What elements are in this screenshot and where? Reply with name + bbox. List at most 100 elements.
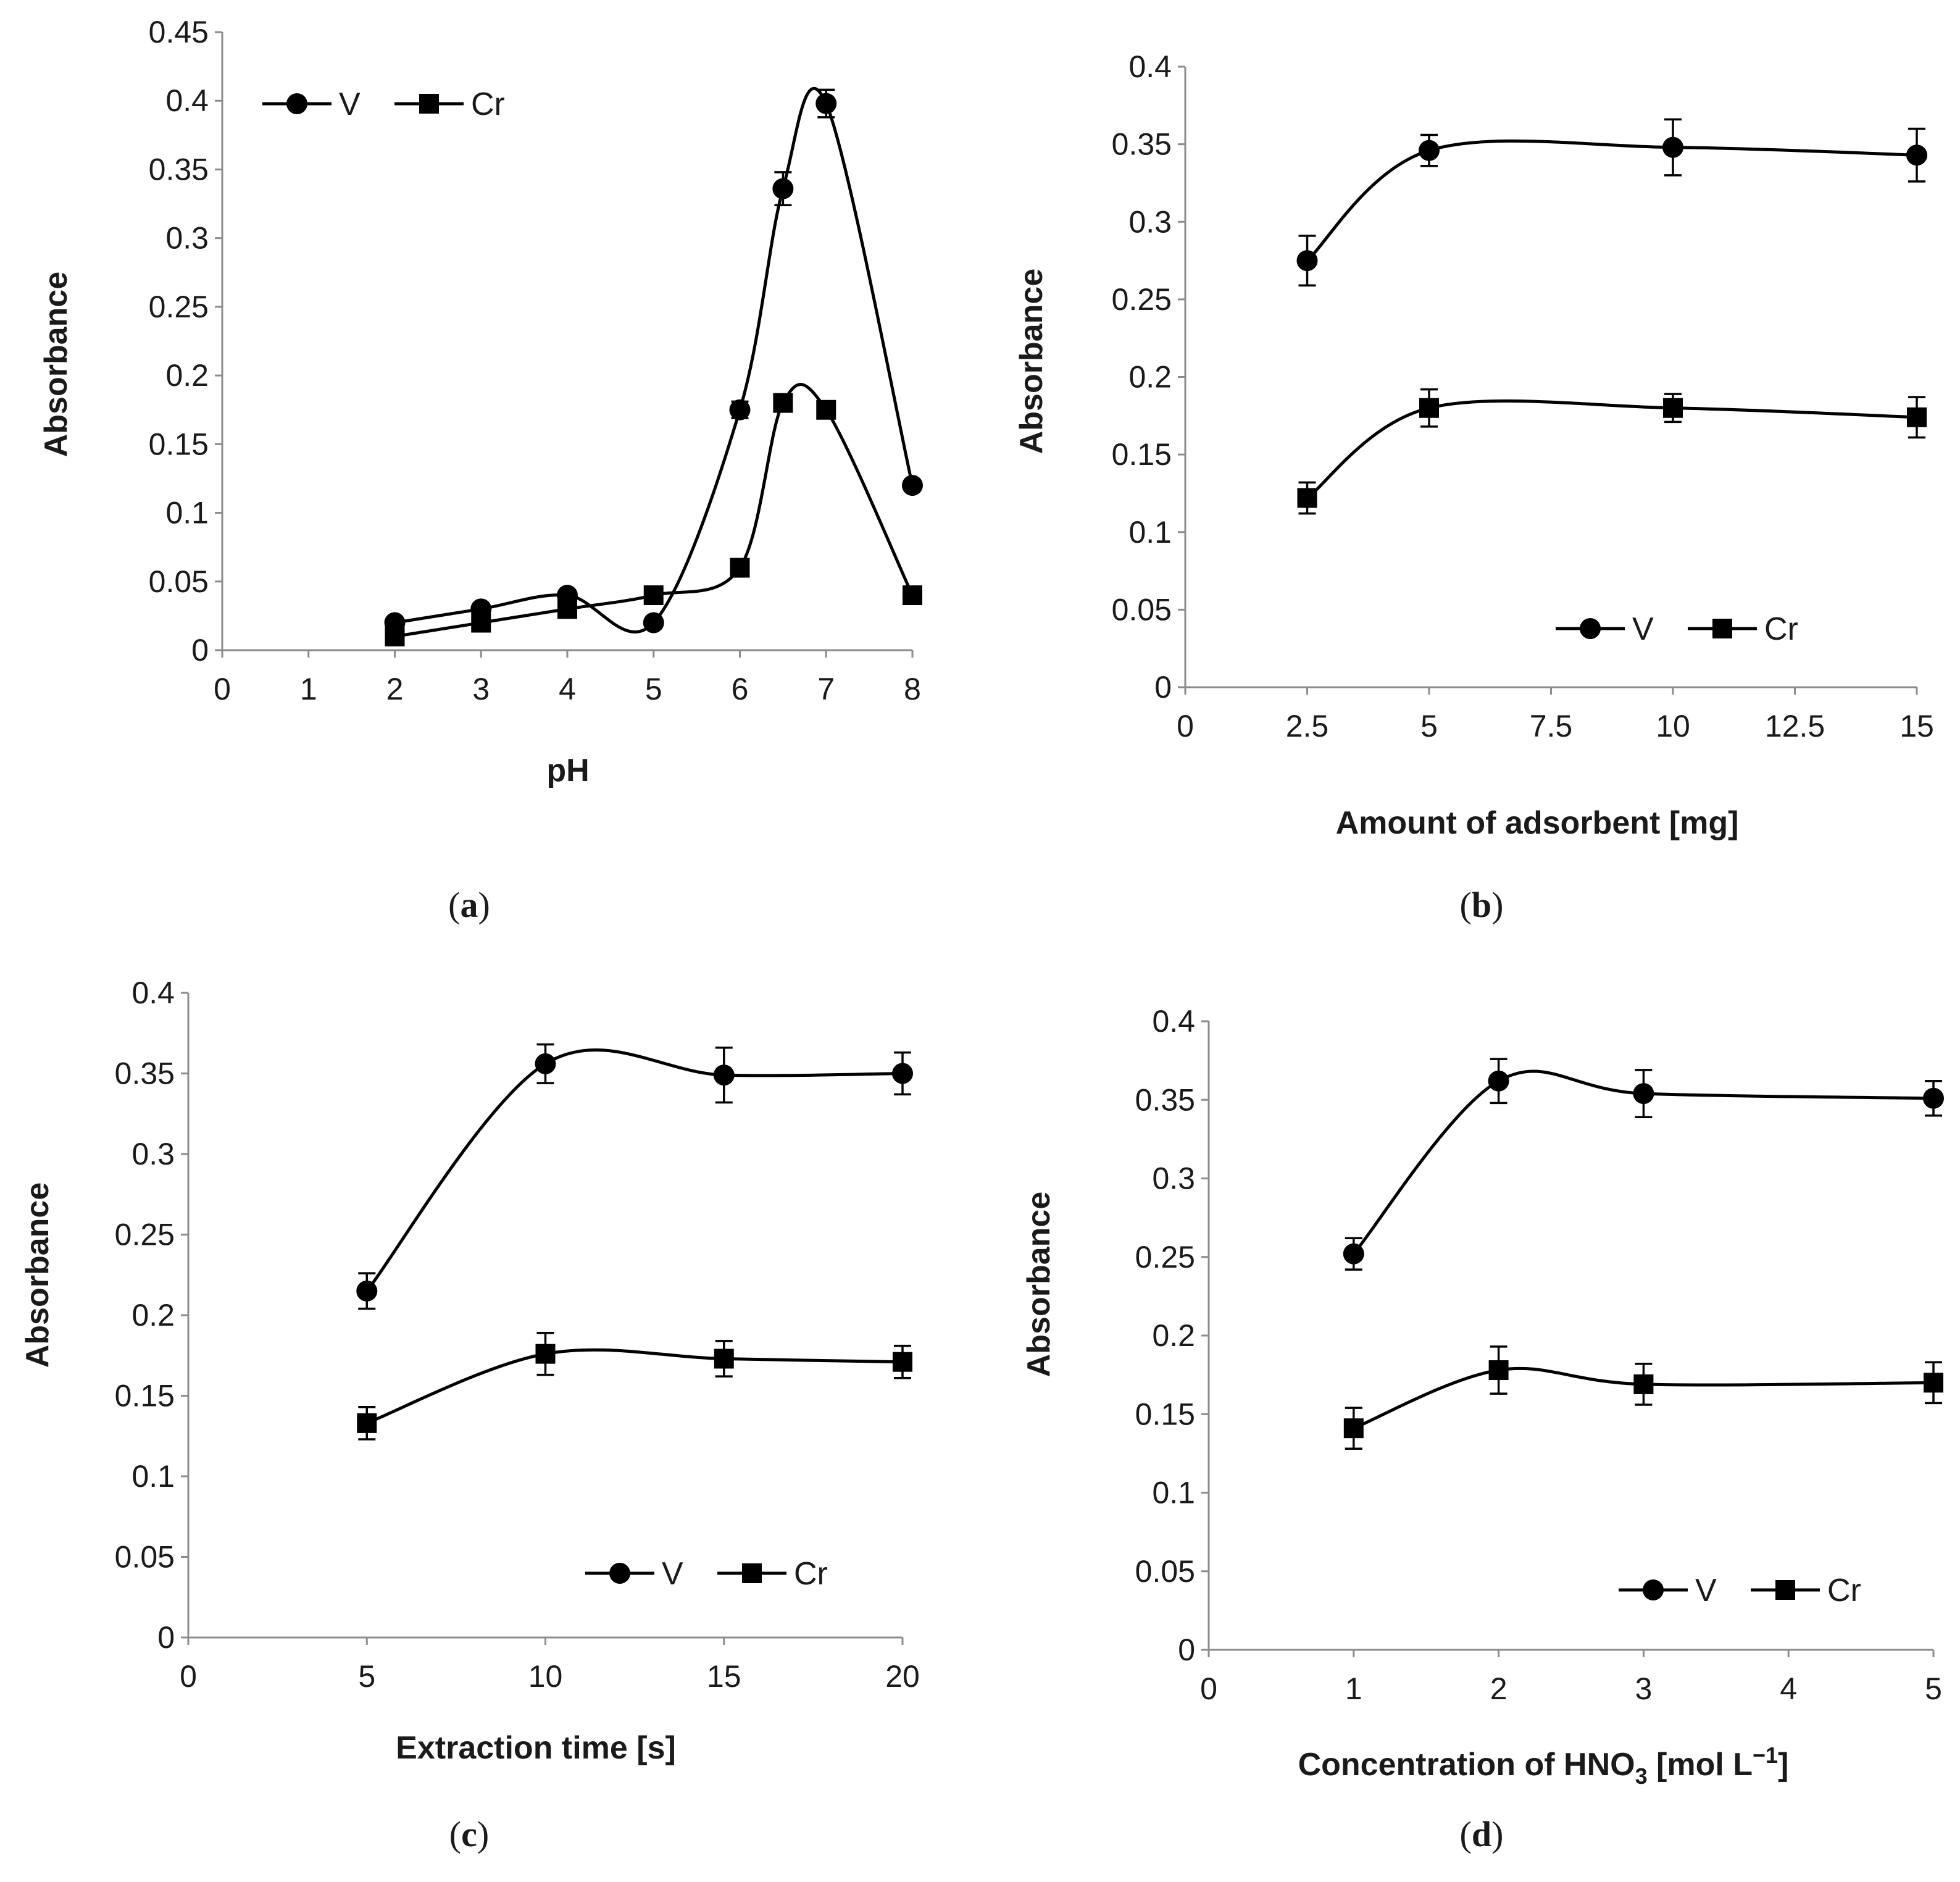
data-point-v [1662, 136, 1683, 158]
data-point-cr [385, 626, 405, 646]
data-point-v [772, 178, 794, 199]
x-tick-label: 6 [732, 672, 749, 706]
data-point-v [1633, 1083, 1654, 1105]
legend-label-v: V [1632, 611, 1654, 647]
y-tick-label: 0 [1154, 670, 1172, 705]
data-point-v [729, 399, 751, 420]
panel-b-xlabel: Amount of adsorbent [mg] [1336, 805, 1739, 841]
y-tick-label: 0.15 [115, 1379, 175, 1413]
data-point-cr [1419, 398, 1439, 418]
data-point-cr [557, 599, 577, 619]
x-tick-label: 2 [386, 672, 404, 706]
y-tick-label: 0.35 [149, 152, 209, 186]
data-point-cr [903, 585, 922, 606]
legend: V Cr [262, 86, 505, 122]
legend-marker-v [1580, 618, 1601, 639]
y-tick-label: 0.1 [1128, 515, 1172, 550]
y-tick-label: 0.25 [149, 290, 209, 324]
data-point-v [815, 93, 837, 114]
legend-marker-cr [1775, 1580, 1795, 1600]
legend-marker-v [286, 93, 307, 114]
y-tick-label: 0 [191, 633, 209, 667]
x-tick-label: 2 [1490, 1671, 1508, 1706]
x-tick-label: 0 [214, 672, 231, 706]
legend-label-cr: Cr [1764, 611, 1798, 647]
y-tick-label: 0.25 [1112, 282, 1172, 317]
y-tick-label: 0.3 [165, 221, 209, 256]
legend: V Cr [585, 1556, 828, 1592]
y-tick-label: 0.2 [131, 1298, 175, 1332]
y-tick-label: 0.35 [1135, 1082, 1195, 1117]
series-line-cr [1353, 1366, 1934, 1430]
x-tick-label: 15 [1900, 709, 1934, 743]
legend-marker-v [609, 1563, 630, 1584]
x-tick-label: 0 [180, 1659, 197, 1694]
data-point-v [1488, 1070, 1509, 1092]
x-tick-label: 12.5 [1765, 709, 1825, 743]
x-tick-label: 4 [1780, 1671, 1797, 1706]
y-tick-label: 0.2 [1128, 360, 1172, 395]
y-tick-label: 0 [1178, 1633, 1195, 1667]
x-tick-label: 8 [904, 672, 921, 706]
panel-c-xlabel: Extraction time [s] [396, 1730, 676, 1766]
data-point-cr [1343, 1418, 1364, 1439]
legend: V Cr [1556, 611, 1798, 647]
x-tick-label: 5 [358, 1659, 375, 1694]
y-tick-label: 0.3 [1152, 1161, 1195, 1196]
y-tick-label: 0.05 [115, 1540, 175, 1575]
x-tick-label: 0 [1177, 709, 1194, 743]
y-tick-label: 0.05 [1112, 592, 1172, 627]
panel-d-label: (d) [1460, 1814, 1504, 1854]
y-tick-label: 0.15 [149, 427, 209, 461]
legend-label-cr: Cr [1827, 1573, 1861, 1608]
x-tick-label: 5 [1420, 709, 1438, 743]
data-point-v [892, 1063, 913, 1084]
x-tick-label: 3 [1635, 1671, 1652, 1706]
legend-label-v: V [339, 86, 361, 122]
data-point-v [713, 1064, 735, 1086]
y-tick-label: 0.45 [149, 15, 209, 49]
data-point-v [1419, 140, 1440, 161]
legend-marker-cr [742, 1563, 762, 1583]
data-point-v [356, 1280, 378, 1302]
data-point-cr [730, 558, 750, 578]
legend-label-v: V [1695, 1573, 1717, 1608]
panel-a-label: (a) [448, 885, 490, 925]
panel-b-label: (b) [1460, 885, 1504, 925]
panel-c-label: (c) [449, 1814, 489, 1854]
legend: V Cr [1619, 1573, 1861, 1608]
y-tick-label: 0.2 [165, 358, 209, 393]
series-line-v [1352, 1069, 1934, 1255]
panel-a-xlabel: pH [546, 753, 589, 788]
data-point-cr [893, 1352, 912, 1372]
legend-marker-cr [419, 94, 439, 114]
x-tick-label: 1 [1345, 1671, 1362, 1706]
panel-a-ylabel: Absorbance [38, 272, 74, 458]
y-tick-label: 0.4 [1128, 49, 1172, 84]
data-point-cr [1633, 1374, 1654, 1394]
x-tick-label: 2.5 [1286, 709, 1329, 743]
data-point-v [1343, 1243, 1364, 1265]
x-tick-label: 5 [645, 672, 662, 706]
legend-label-cr: Cr [471, 86, 505, 122]
y-tick-label: 0.05 [149, 564, 209, 599]
legend-label-cr: Cr [794, 1556, 828, 1592]
y-tick-label: 0.4 [165, 83, 209, 118]
data-point-cr [1488, 1360, 1509, 1380]
x-tick-label: 20 [885, 1659, 920, 1694]
y-tick-label: 0.05 [1135, 1554, 1195, 1589]
y-tick-label: 0.1 [165, 496, 209, 530]
series-line-v [394, 86, 914, 634]
data-point-v [535, 1053, 556, 1074]
x-tick-label: 3 [472, 672, 490, 706]
panel-b-ylabel: Absorbance [1014, 269, 1049, 454]
y-tick-label: 0.4 [1152, 1004, 1195, 1039]
y-tick-label: 0.1 [1152, 1476, 1195, 1510]
y-tick-label: 0.2 [1152, 1318, 1195, 1353]
data-point-cr [1924, 1373, 1943, 1393]
data-point-v [1906, 144, 1927, 166]
data-point-v [1296, 250, 1318, 272]
data-point-cr [535, 1344, 556, 1364]
x-tick-label: 10 [1656, 709, 1690, 743]
